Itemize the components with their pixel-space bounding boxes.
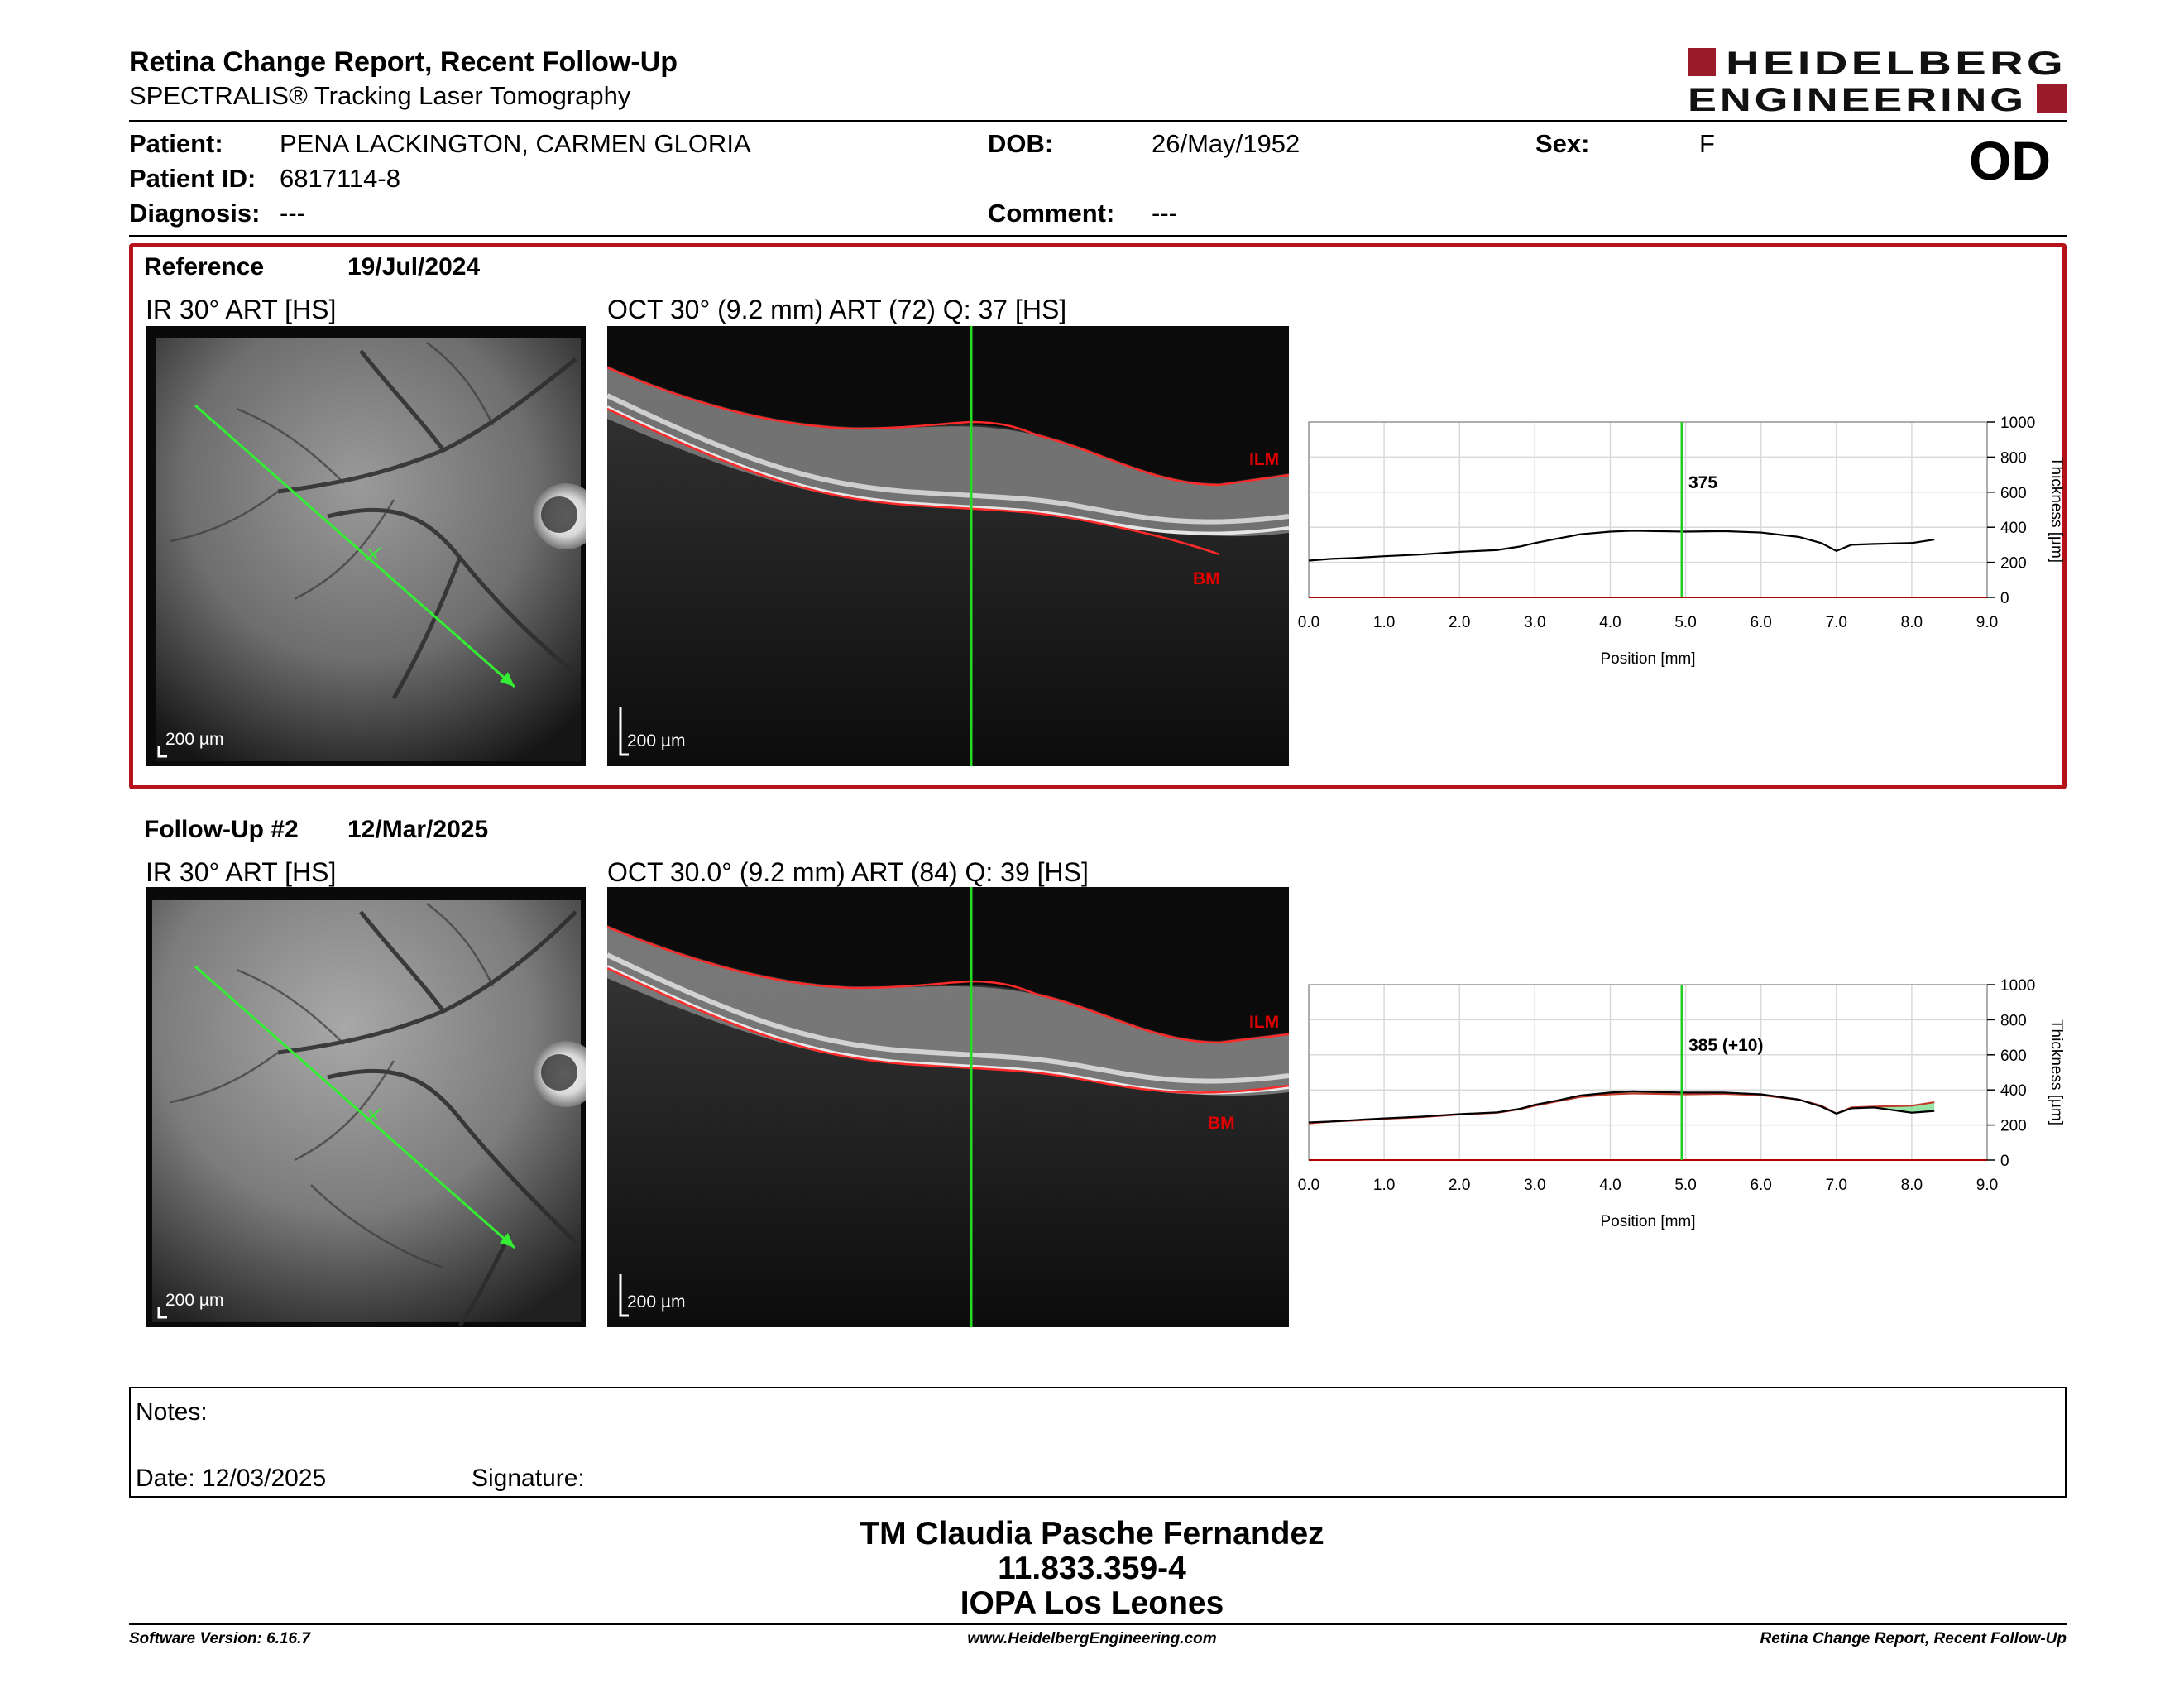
x-tick-label: 3.0 bbox=[1524, 1177, 1545, 1194]
signature-label: Signature: bbox=[472, 1465, 585, 1492]
followup-ir-fundus-image[interactable]: 200 µm bbox=[146, 887, 586, 1327]
followup-ilm-label: ILM bbox=[1249, 1013, 1279, 1032]
y-tick-label: 400 bbox=[2000, 520, 2027, 537]
cursor-thickness-label: 375 bbox=[1688, 473, 1717, 492]
diagnosis-value: --- bbox=[280, 199, 305, 228]
reference-ir-scale: 200 µm bbox=[165, 730, 223, 749]
dob-value: 26/May/1952 bbox=[1152, 129, 1300, 158]
x-tick-label: 8.0 bbox=[1901, 1177, 1923, 1194]
footer-report-name: Retina Change Report, Recent Follow-Up bbox=[1760, 1630, 2067, 1647]
header-divider bbox=[129, 120, 2067, 122]
y-tick-label: 800 bbox=[2000, 1012, 2027, 1029]
reference-label: Reference bbox=[144, 253, 265, 281]
report-title: Retina Change Report, Recent Follow-Up bbox=[129, 46, 678, 78]
plot-frame bbox=[1308, 984, 1988, 1161]
reference-highlight-box bbox=[129, 243, 2067, 789]
reference-oct-caption: OCT 30° (9.2 mm) ART (72) Q: 37 [HS] bbox=[607, 295, 1067, 324]
x-tick-label: 0.0 bbox=[1298, 1177, 1320, 1194]
reference-oct-bscan-image[interactable]: ILM BM 200 µm bbox=[607, 326, 1289, 766]
reference-ilm-label: ILM bbox=[1249, 450, 1279, 469]
x-tick-label: 7.0 bbox=[1826, 1177, 1847, 1194]
reference-oct-scale: 200 µm bbox=[627, 731, 685, 750]
x-tick-label: 2.0 bbox=[1449, 614, 1470, 631]
x-tick-label: 7.0 bbox=[1826, 614, 1847, 631]
heidelberg-logo: HEIDELBERG ENGINEERING bbox=[1688, 45, 2068, 118]
y-tick-label: 0 bbox=[2000, 590, 2009, 607]
reference-date: 19/Jul/2024 bbox=[347, 253, 481, 281]
report-subtitle: SPECTRALIS® Tracking Laser Tomography bbox=[129, 81, 631, 110]
y-tick-label: 400 bbox=[2000, 1082, 2027, 1100]
comment-label: Comment: bbox=[988, 199, 1115, 228]
followup-oct-scale: 200 µm bbox=[627, 1292, 685, 1312]
patient-name: PENA LACKINGTON, CARMEN GLORIA bbox=[280, 129, 751, 158]
y-tick-label: 200 bbox=[2000, 1118, 2027, 1135]
logo-line1: HEIDELBERG bbox=[1726, 46, 2067, 82]
followup-ir-caption: IR 30° ART [HS] bbox=[146, 857, 337, 887]
y-axis-label: Thickness [µm] bbox=[2048, 1019, 2065, 1125]
reference-bm-label: BM bbox=[1193, 569, 1220, 588]
followup-thickness-chart: 0.0 1.0 2.0 3.0 4.0 5.0 6.0 7.0 8.0 9.0 0 200 400 600… bbox=[1291, 973, 2085, 1246]
comment-value: --- bbox=[1152, 199, 1177, 228]
footer-software-version: Software Version: 6.16.7 bbox=[129, 1630, 310, 1647]
y-tick-label: 200 bbox=[2000, 555, 2027, 573]
footer-website[interactable]: www.HeidelbergEngineering.com bbox=[967, 1630, 1217, 1647]
x-tick-label: 4.0 bbox=[1599, 614, 1621, 631]
patient-id-label: Patient ID: bbox=[129, 164, 256, 193]
y-tick-label: 800 bbox=[2000, 449, 2027, 467]
thickness-series-line bbox=[1308, 1090, 1935, 1124]
x-tick-label: 9.0 bbox=[1976, 614, 1998, 631]
thickness-series-line bbox=[1308, 1092, 1935, 1125]
x-tick-label: 6.0 bbox=[1750, 1177, 1771, 1194]
x-tick-label: 8.0 bbox=[1901, 614, 1923, 631]
followup-oct-caption: OCT 30.0° (9.2 mm) ART (84) Q: 39 [HS] bbox=[607, 857, 1089, 887]
patient-divider bbox=[129, 235, 2067, 237]
x-tick-label: 0.0 bbox=[1298, 614, 1320, 631]
thickness-series-line bbox=[1308, 530, 1935, 562]
x-tick-label: 2.0 bbox=[1449, 1177, 1470, 1194]
x-tick-label: 1.0 bbox=[1373, 1177, 1395, 1194]
x-axis-label: Position [mm] bbox=[1600, 650, 1695, 668]
plot-frame bbox=[1308, 421, 1988, 598]
followup-date: 12/Mar/2025 bbox=[347, 816, 489, 843]
signer-name: TM Claudia Pasche Fernandez bbox=[860, 1516, 1324, 1551]
notes-label: Notes: bbox=[136, 1398, 208, 1426]
patient-id-value: 6817114-8 bbox=[280, 164, 400, 193]
footer-divider bbox=[129, 1623, 2067, 1625]
x-tick-label: 9.0 bbox=[1976, 1177, 1998, 1194]
x-tick-label: 5.0 bbox=[1674, 614, 1696, 631]
x-tick-label: 3.0 bbox=[1524, 614, 1545, 631]
x-tick-label: 6.0 bbox=[1750, 614, 1771, 631]
x-tick-label: 1.0 bbox=[1373, 614, 1395, 631]
sex-label: Sex: bbox=[1535, 129, 1590, 158]
logo-line2: ENGINEERING bbox=[1688, 82, 2027, 116]
cursor-thickness-label: 385 (+10) bbox=[1688, 1036, 1763, 1055]
followup-label: Follow-Up #2 bbox=[144, 816, 299, 843]
y-tick-label: 600 bbox=[2000, 485, 2027, 502]
dob-label: DOB: bbox=[988, 129, 1054, 158]
y-tick-label: 1000 bbox=[2000, 415, 2035, 432]
y-tick-label: 1000 bbox=[2000, 977, 2035, 995]
followup-bm-label: BM bbox=[1208, 1114, 1235, 1133]
reference-ir-caption: IR 30° ART [HS] bbox=[146, 295, 337, 324]
followup-oct-bscan-image[interactable]: ILM BM 200 µm bbox=[607, 887, 1289, 1327]
eye-indicator: OD bbox=[1969, 130, 2051, 191]
x-axis-label: Position [mm] bbox=[1600, 1213, 1695, 1230]
followup-ir-scale: 200 µm bbox=[165, 1291, 223, 1310]
reference-thickness-chart: 0.0 1.0 2.0 3.0 4.0 5.0 6.0 7.0 8.0 9.0 0 200 400 600… bbox=[1291, 410, 2085, 683]
signer-id: 11.833.359-4 bbox=[998, 1551, 1186, 1586]
diagnosis-label: Diagnosis: bbox=[129, 199, 261, 228]
signer-place: IOPA Los Leones bbox=[960, 1585, 1224, 1621]
y-axis-label: Thickness [µm] bbox=[2048, 457, 2065, 563]
patient-label: Patient: bbox=[129, 129, 223, 158]
reference-ir-fundus-image[interactable]: 200 µm bbox=[146, 326, 586, 766]
y-tick-label: 600 bbox=[2000, 1048, 2027, 1065]
sex-value: F bbox=[1699, 129, 1715, 158]
notes-box[interactable] bbox=[129, 1387, 2067, 1498]
y-tick-label: 0 bbox=[2000, 1153, 2009, 1170]
notes-date: Date: 12/03/2025 bbox=[136, 1465, 327, 1492]
x-tick-label: 4.0 bbox=[1599, 1177, 1621, 1194]
x-tick-label: 5.0 bbox=[1674, 1177, 1696, 1194]
